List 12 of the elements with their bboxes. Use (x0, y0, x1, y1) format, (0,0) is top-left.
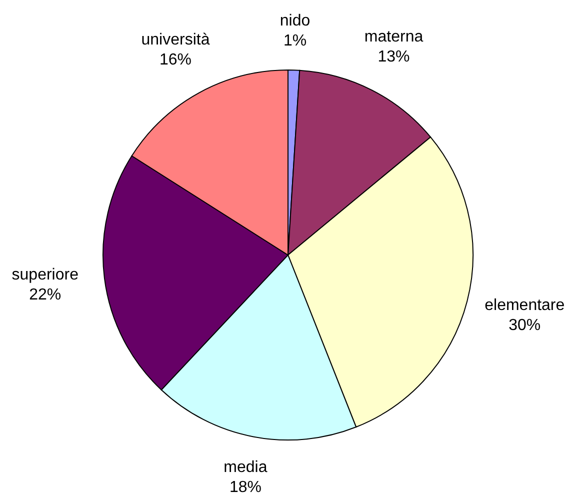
data-label: 1% (283, 32, 307, 50)
data-label: 18% (229, 479, 262, 496)
slice-label: media (224, 459, 268, 476)
data-label: 22% (29, 286, 62, 304)
data-label: 30% (508, 316, 541, 334)
slice-label: nido (280, 12, 310, 30)
slice-label: superiore (12, 266, 79, 284)
slice-label: materna (364, 28, 424, 46)
slice-label: elementare (484, 296, 565, 314)
data-label: 16% (159, 51, 192, 68)
slice-label: università (141, 31, 210, 48)
data-label: 13% (378, 48, 410, 66)
